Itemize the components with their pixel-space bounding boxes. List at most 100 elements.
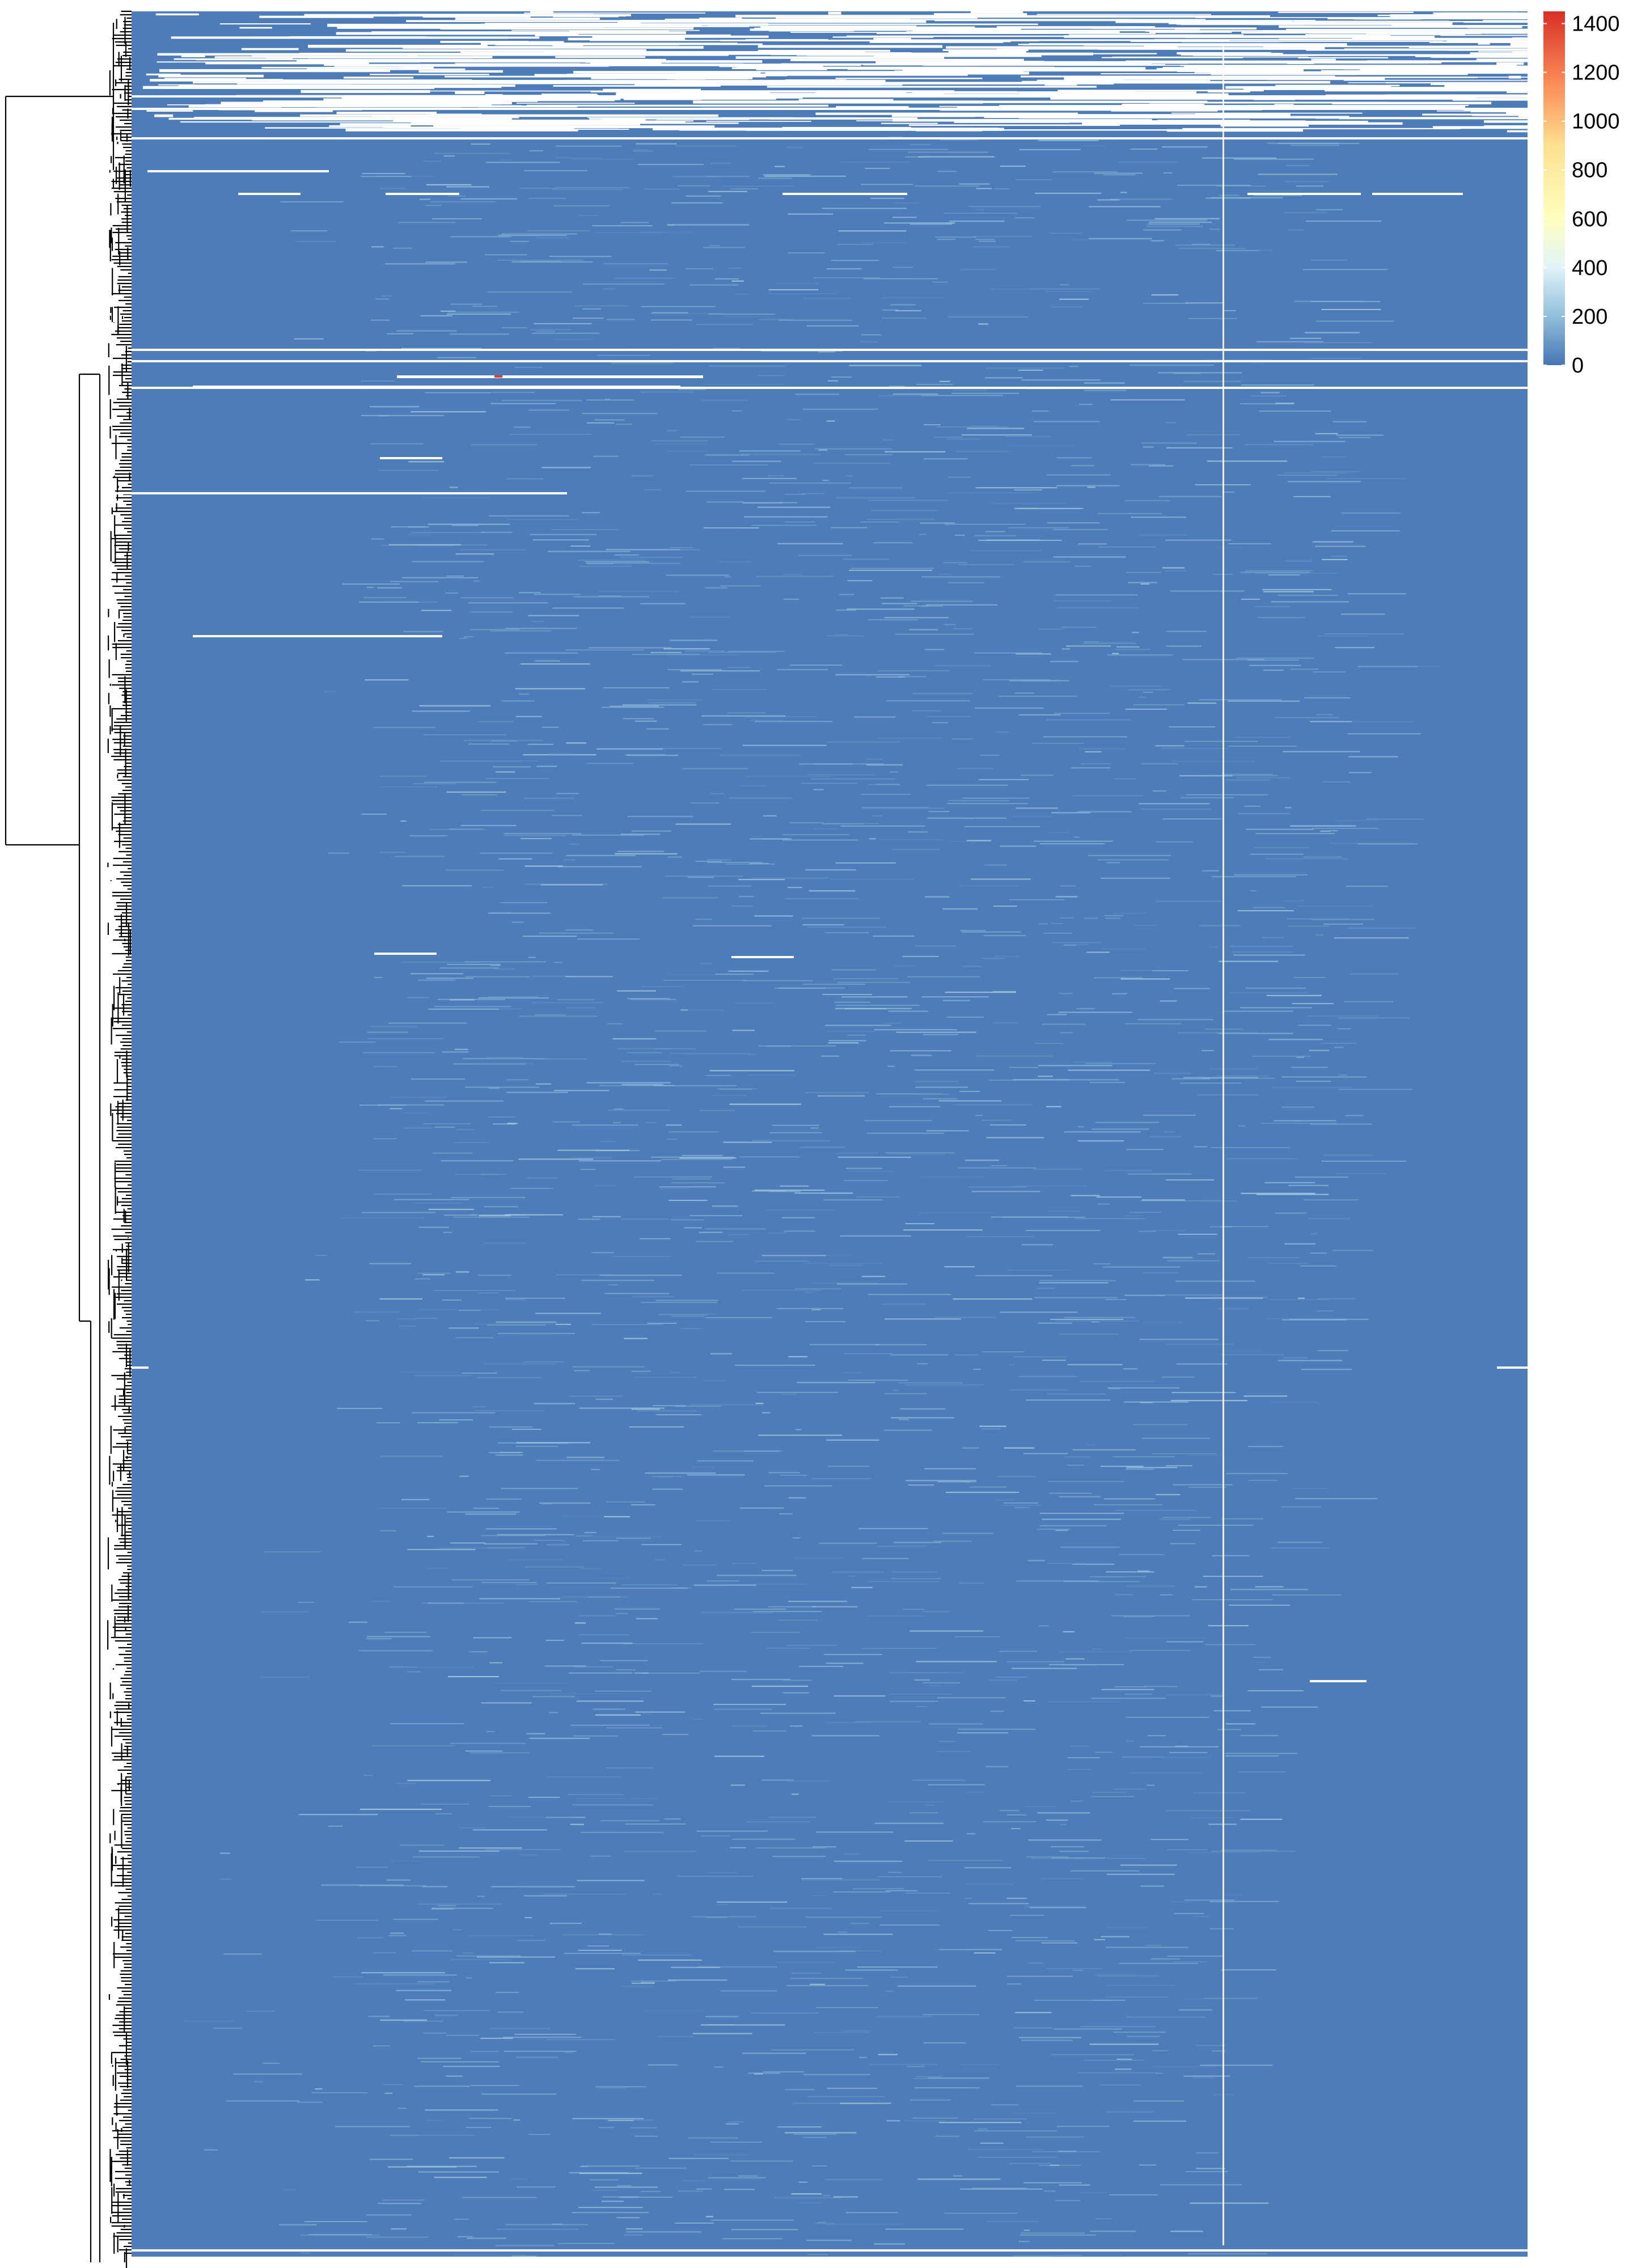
cell-streak <box>434 1006 511 1008</box>
cell-streak <box>650 1156 734 1158</box>
cell-streak <box>607 1023 623 1025</box>
cell-streak <box>1179 775 1233 777</box>
cell-streak <box>1323 781 1351 783</box>
cell-streak <box>1338 1017 1410 1019</box>
missing-cell <box>1064 77 1385 80</box>
cell-streak <box>1024 1906 1085 1907</box>
cell-streak <box>677 185 710 187</box>
missing-cell <box>164 78 246 79</box>
cell-streak <box>793 1557 845 1559</box>
missing-cell <box>568 37 686 41</box>
cell-streak <box>845 454 893 456</box>
cell-streak <box>577 938 640 940</box>
cell-streak <box>385 263 456 265</box>
cell-streak <box>478 721 514 722</box>
cell-streak <box>1254 573 1337 574</box>
cell-streak <box>568 1672 633 1674</box>
missing-cell <box>433 125 715 129</box>
missing-cell <box>255 109 333 112</box>
cell-streak <box>691 673 714 675</box>
cell-streak <box>1332 421 1367 422</box>
cell-streak <box>822 480 829 481</box>
cell-streak <box>514 366 542 368</box>
cell-streak <box>1077 944 1089 946</box>
cell-streak <box>1334 1047 1344 1048</box>
cell-streak <box>1046 1820 1068 1821</box>
cell-streak <box>1092 1999 1126 2001</box>
cell-streak <box>1047 522 1099 524</box>
cell-streak <box>1124 1215 1142 1217</box>
cell-streak <box>844 1372 862 1373</box>
cell-streak <box>1178 1525 1254 1526</box>
cell-streak <box>505 628 577 629</box>
cell-streak <box>1112 993 1127 995</box>
cell-streak <box>576 1535 594 1537</box>
missing-cell <box>506 63 742 65</box>
cell-streak <box>434 1126 455 1128</box>
cell-streak <box>854 1721 921 1723</box>
cell-streak <box>367 1636 431 1637</box>
missing-cell <box>798 99 894 102</box>
missing-cell <box>873 37 911 40</box>
missing-segment <box>193 386 680 388</box>
cell-streak <box>1173 1484 1233 1486</box>
cell-streak <box>591 1469 600 1470</box>
cell-streak <box>496 771 515 773</box>
cell-streak <box>953 1104 1033 1106</box>
cell-streak <box>1110 685 1162 687</box>
cell-streak <box>1039 2164 1081 2167</box>
cell-streak <box>919 1212 993 1213</box>
cell-streak <box>1077 1126 1085 1128</box>
cell-streak <box>785 2089 815 2091</box>
cell-streak <box>1162 1256 1192 1258</box>
cell-streak <box>796 393 839 395</box>
cell-streak <box>396 330 457 332</box>
missing-cell <box>156 61 421 63</box>
cell-streak <box>572 1804 653 1806</box>
missing-cell <box>970 11 1023 13</box>
cell-streak <box>911 1055 932 1056</box>
cell-streak <box>844 1179 889 1181</box>
cell-streak <box>924 458 968 460</box>
cell-streak <box>962 1481 976 1483</box>
cell-streak <box>908 151 989 153</box>
cell-streak <box>851 1586 873 1588</box>
cell-streak <box>1089 1082 1125 1084</box>
cell-streak <box>666 430 678 431</box>
cell-streak <box>1315 714 1334 716</box>
missing-segment <box>238 193 301 195</box>
cell-streak <box>1166 1179 1214 1181</box>
cell-streak <box>903 605 929 607</box>
cell-streak <box>1166 631 1207 632</box>
cell-streak <box>1111 1615 1191 1617</box>
cell-streak <box>684 650 725 652</box>
cell-streak <box>410 973 463 975</box>
cell-streak <box>1250 853 1304 855</box>
cell-streak <box>1034 1297 1118 1298</box>
cell-streak <box>653 1085 737 1086</box>
cell-streak <box>570 545 590 547</box>
cell-streak <box>587 1945 609 1947</box>
missing-cell <box>526 104 828 107</box>
cell-streak <box>515 716 542 717</box>
missing-cell <box>308 58 473 61</box>
missing-cell <box>301 90 430 93</box>
cell-streak <box>1194 1586 1207 1588</box>
cell-streak <box>621 1584 678 1586</box>
missing-cell <box>1082 122 1403 125</box>
cell-streak <box>1143 229 1182 231</box>
cell-streak <box>847 1171 895 1173</box>
cell-streak <box>1180 1082 1242 1084</box>
cell-streak <box>1260 392 1280 393</box>
cell-streak <box>1198 1253 1215 1255</box>
cell-streak <box>394 856 445 857</box>
cell-streak <box>1050 661 1078 662</box>
cell-streak <box>938 2122 1022 2123</box>
cell-streak <box>925 896 950 898</box>
cell-streak <box>395 1783 417 1784</box>
cell-streak <box>835 1008 912 1009</box>
cell-streak <box>772 1856 826 1857</box>
cell-streak <box>756 1847 826 1849</box>
cell-streak <box>443 2066 500 2067</box>
missing-cell <box>1386 82 1528 84</box>
